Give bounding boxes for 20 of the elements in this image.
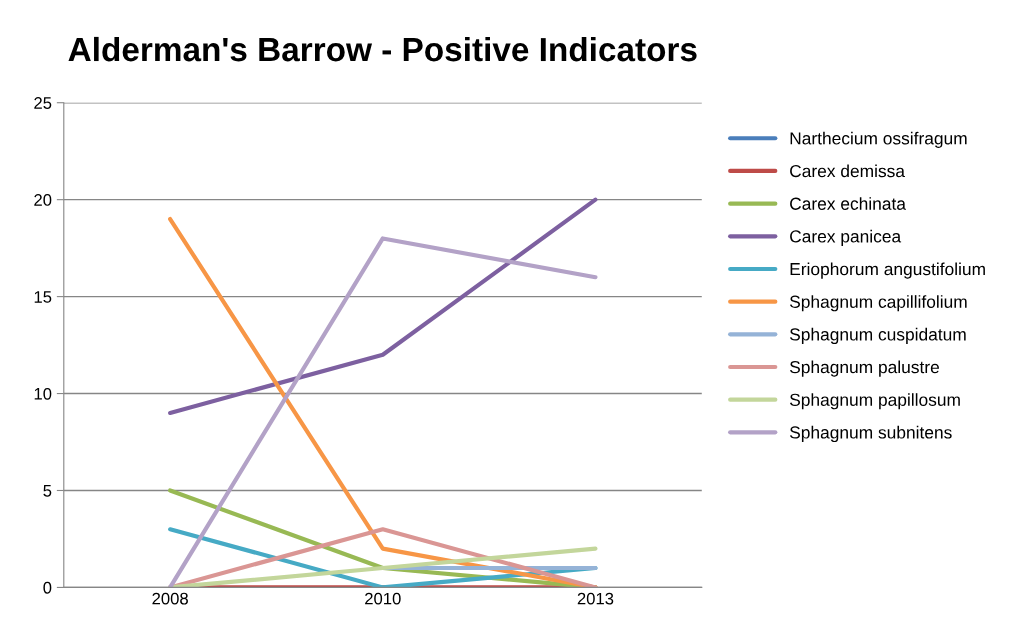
y-tick-label: 0 xyxy=(43,581,52,594)
legend-label: Carex demissa xyxy=(790,164,905,178)
legend-label: Sphagnum capillifolium xyxy=(789,295,967,312)
legend-label: Sphagnum cuspidatum xyxy=(789,327,966,345)
legend-label: Sphagnum palustre xyxy=(789,360,939,377)
y-tick-label: 15 xyxy=(34,291,52,303)
y-tick-label: 5 xyxy=(43,485,52,497)
y-tick-label: 10 xyxy=(34,387,52,400)
legend-label: Sphagnum subnitens xyxy=(789,425,952,443)
y-tick-label: 20 xyxy=(34,194,52,206)
y-tick-label: 25 xyxy=(34,97,52,109)
chart-title: Alderman's Barrow - Positive Indicators xyxy=(68,36,697,62)
legend-label: Narthecium ossifragum xyxy=(790,131,967,148)
legend-label: Eriophorum angustifolium xyxy=(790,262,985,279)
legend-label: Sphagnum papillosum xyxy=(789,393,960,410)
x-tick-label: 2010 xyxy=(365,592,401,605)
legend-label: Carex panicea xyxy=(790,229,902,246)
legend-label: Carex echinata xyxy=(790,197,906,210)
x-tick-label: 2008 xyxy=(152,592,188,605)
x-tick-label: 2013 xyxy=(577,592,614,605)
